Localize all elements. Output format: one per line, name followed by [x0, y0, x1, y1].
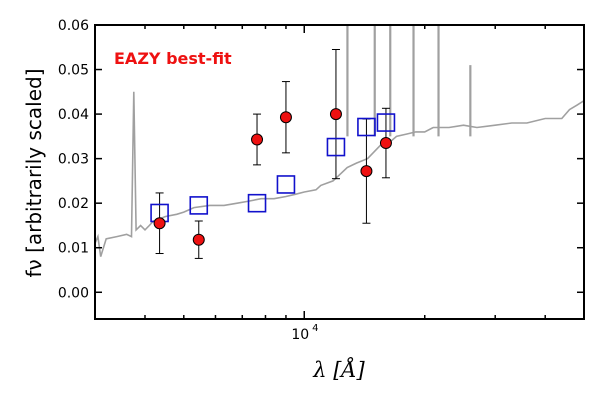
observed-point: [153, 217, 166, 230]
model-photometry-point: [376, 113, 396, 132]
model-photometry-point: [326, 137, 346, 157]
observed-point: [192, 233, 205, 246]
plot-area: [95, 25, 584, 259]
x-axis-ticks: 10 4: [94, 25, 585, 343]
observed-point: [360, 165, 373, 178]
observed-point: [329, 108, 342, 121]
observed-point: [379, 137, 392, 150]
x-axis-label: λ [Å]: [312, 357, 365, 382]
y-tick-label: 0.01: [58, 241, 89, 257]
plot-frame: [94, 24, 585, 320]
model-photometry-point: [189, 196, 209, 215]
y-tick-label: 0.04: [58, 107, 89, 123]
y-tick-label: 0.02: [58, 196, 89, 212]
x-tick-label: 10: [291, 327, 309, 343]
observed-point: [279, 111, 292, 124]
model-photometry-point: [276, 175, 296, 194]
model-photometry-point: [247, 193, 267, 213]
model-spectrum-line: [95, 91, 584, 257]
y-axis-ticks: 0.00 0.01 0.02 0.03 0.04 0.05 0.06: [58, 18, 584, 301]
x-tick-label-exponent: 4: [312, 323, 318, 334]
y-axis-label: fν [arbitrarily scaled]: [22, 69, 46, 278]
observed-point: [251, 133, 264, 146]
y-tick-label: 0.05: [58, 63, 89, 79]
y-tick-label: 0.06: [58, 18, 89, 34]
y-tick-label: 0.03: [58, 152, 89, 168]
annotation-label: EAZY best-fit: [114, 49, 232, 68]
y-tick-label: 0.00: [58, 285, 89, 301]
model-photometry-point: [357, 117, 376, 137]
